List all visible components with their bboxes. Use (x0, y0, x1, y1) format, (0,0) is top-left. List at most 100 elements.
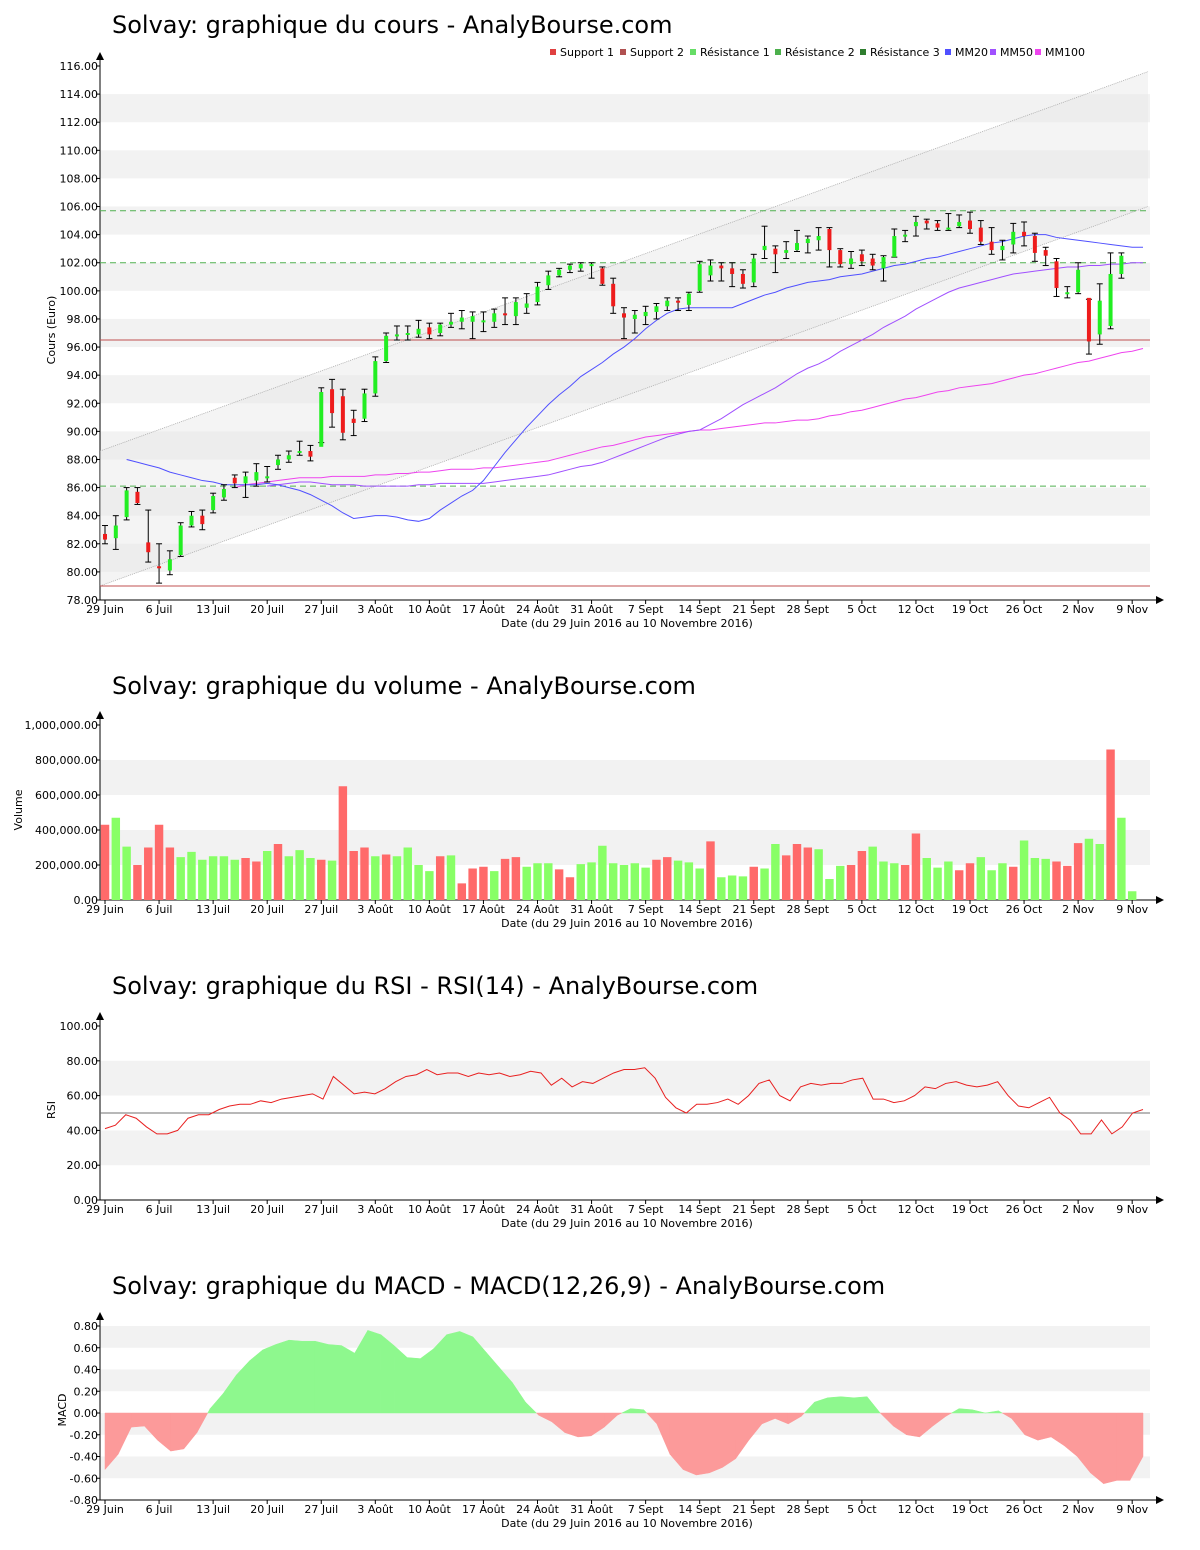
price-y-tick-label: 110.00 (60, 144, 99, 157)
volume-bar (500, 858, 510, 900)
macd-negative-area (709, 1412, 723, 1474)
volume-bar (954, 870, 964, 900)
macd-grid-band (100, 1456, 1150, 1479)
candle-body (697, 264, 702, 291)
macd-positive-area (803, 1401, 815, 1414)
macd-y-tick-label: -0.40 (70, 1451, 98, 1464)
rsi-y-tick-label: 40.00 (67, 1124, 99, 1137)
legend-swatch-resistance-2 (775, 49, 781, 55)
price-grid-band (100, 150, 1150, 179)
legend-swatch-resistance-3 (860, 49, 866, 55)
macd-positive-area (236, 1360, 250, 1414)
candle-body (600, 268, 605, 284)
volume-bar (879, 861, 888, 900)
candle-body (859, 254, 864, 262)
volume-bar (717, 877, 726, 900)
macd-x-tick-label: 27 Juil (304, 1503, 338, 1516)
candle-body (611, 283, 616, 307)
volume-x-tick-label: 27 Juil (304, 903, 338, 916)
volume-bar (857, 851, 867, 900)
macd-positive-area (958, 1408, 973, 1414)
trend-channel-lower (99, 206, 1149, 587)
volume-bar (652, 859, 661, 900)
volume-x-tick-label: 17 Août (462, 903, 506, 916)
macd-positive-area (275, 1339, 290, 1414)
rsi-line (104, 1067, 1144, 1135)
macd-x-tick-label: 3 Août (357, 1503, 394, 1516)
candle-body (427, 327, 432, 335)
candle-body (578, 264, 583, 269)
legend-resistance-1: Résistance 1 (700, 46, 770, 59)
rsi-x-tick-label: 19 Oct (952, 1203, 989, 1216)
volume-x-tick-label: 24 Août (516, 903, 560, 916)
legend-mm20: MM20 (955, 46, 988, 59)
macd-negative-area (682, 1412, 697, 1476)
candle-body (913, 221, 918, 227)
candle-body (146, 542, 151, 553)
candle-body (946, 227, 951, 230)
macd-x-axis-label: Date (du 29 Juin 2016 au 10 Novembre 201… (501, 1517, 753, 1530)
candle-body (838, 250, 843, 265)
macd-x-tick-label: 14 Sept (678, 1503, 721, 1516)
volume-bar (165, 847, 175, 900)
macd-chart-title: Solvay: graphique du MACD - MACD(12,26,9… (112, 1272, 885, 1300)
candle-body (654, 306, 659, 312)
candle-body (394, 334, 399, 337)
candle-body (384, 335, 389, 362)
rsi-x-tick-label: 31 Août (570, 1203, 614, 1216)
candle-body (449, 321, 453, 325)
volume-x-tick-label: 21 Sept (732, 903, 775, 916)
volume-bar (1063, 865, 1072, 900)
rsi-y-tick-label: 60.00 (67, 1090, 99, 1103)
volume-x-tick-label: 19 Oct (952, 903, 989, 916)
volume-bar (944, 861, 953, 900)
volume-bar (284, 856, 294, 900)
candle-body (221, 488, 226, 498)
candle-body (438, 324, 443, 333)
rsi-x-tick-label: 3 Août (357, 1203, 394, 1216)
volume-bar (900, 865, 910, 900)
candle-body (459, 317, 464, 322)
volume-bar (273, 844, 283, 900)
price-x-tick-label: 24 Août (516, 603, 560, 616)
volume-bar (349, 851, 358, 900)
price-y-tick-label: 114.00 (60, 88, 99, 101)
rsi-x-arrow (1156, 1196, 1164, 1204)
candle-body (751, 258, 756, 283)
candle-body (124, 490, 129, 518)
legend-swatch-support-1 (550, 49, 556, 55)
price-y-tick-label: 112.00 (60, 116, 99, 129)
macd-positive-area (406, 1357, 421, 1414)
candle-body (211, 496, 216, 511)
macd-y-axis-label: MACD (56, 1394, 69, 1427)
macd-positive-area (630, 1408, 644, 1414)
macd-negative-area (696, 1412, 710, 1476)
rsi-x-tick-label: 12 Oct (898, 1203, 935, 1216)
volume-bar (771, 844, 780, 900)
volume-bar (976, 857, 986, 900)
candle-body (276, 459, 280, 466)
rsi-x-tick-label: 29 Juin (86, 1203, 124, 1216)
macd-positive-area (827, 1396, 842, 1414)
macd-positive-area (433, 1334, 447, 1414)
macd-y-tick-label: -0.20 (70, 1429, 98, 1442)
rsi-x-axis-label: Date (du 29 Juin 2016 au 10 Novembre 201… (501, 1217, 753, 1230)
macd-positive-area (262, 1344, 277, 1414)
legend-support-2: Support 2 (630, 46, 684, 59)
rsi-x-tick-label: 7 Sept (628, 1203, 664, 1216)
rsi-x-tick-label: 5 Oct (847, 1203, 877, 1216)
volume-bar (890, 863, 899, 900)
macd-positive-area (998, 1410, 1004, 1414)
macd-y-tick-label: -0.60 (70, 1472, 98, 1485)
macd-positive-area (341, 1345, 355, 1414)
volume-bar (1095, 844, 1104, 900)
candle-body (708, 265, 713, 276)
volume-bar (933, 867, 942, 900)
volume-bar (360, 847, 369, 900)
volume-bar (922, 858, 931, 900)
macd-negative-area (1116, 1412, 1131, 1481)
candle-body (632, 314, 637, 319)
volume-y-tick-label: 0.00 (74, 894, 99, 907)
price-x-tick-label: 5 Oct (847, 603, 877, 616)
volume-x-tick-label: 14 Sept (678, 903, 721, 916)
